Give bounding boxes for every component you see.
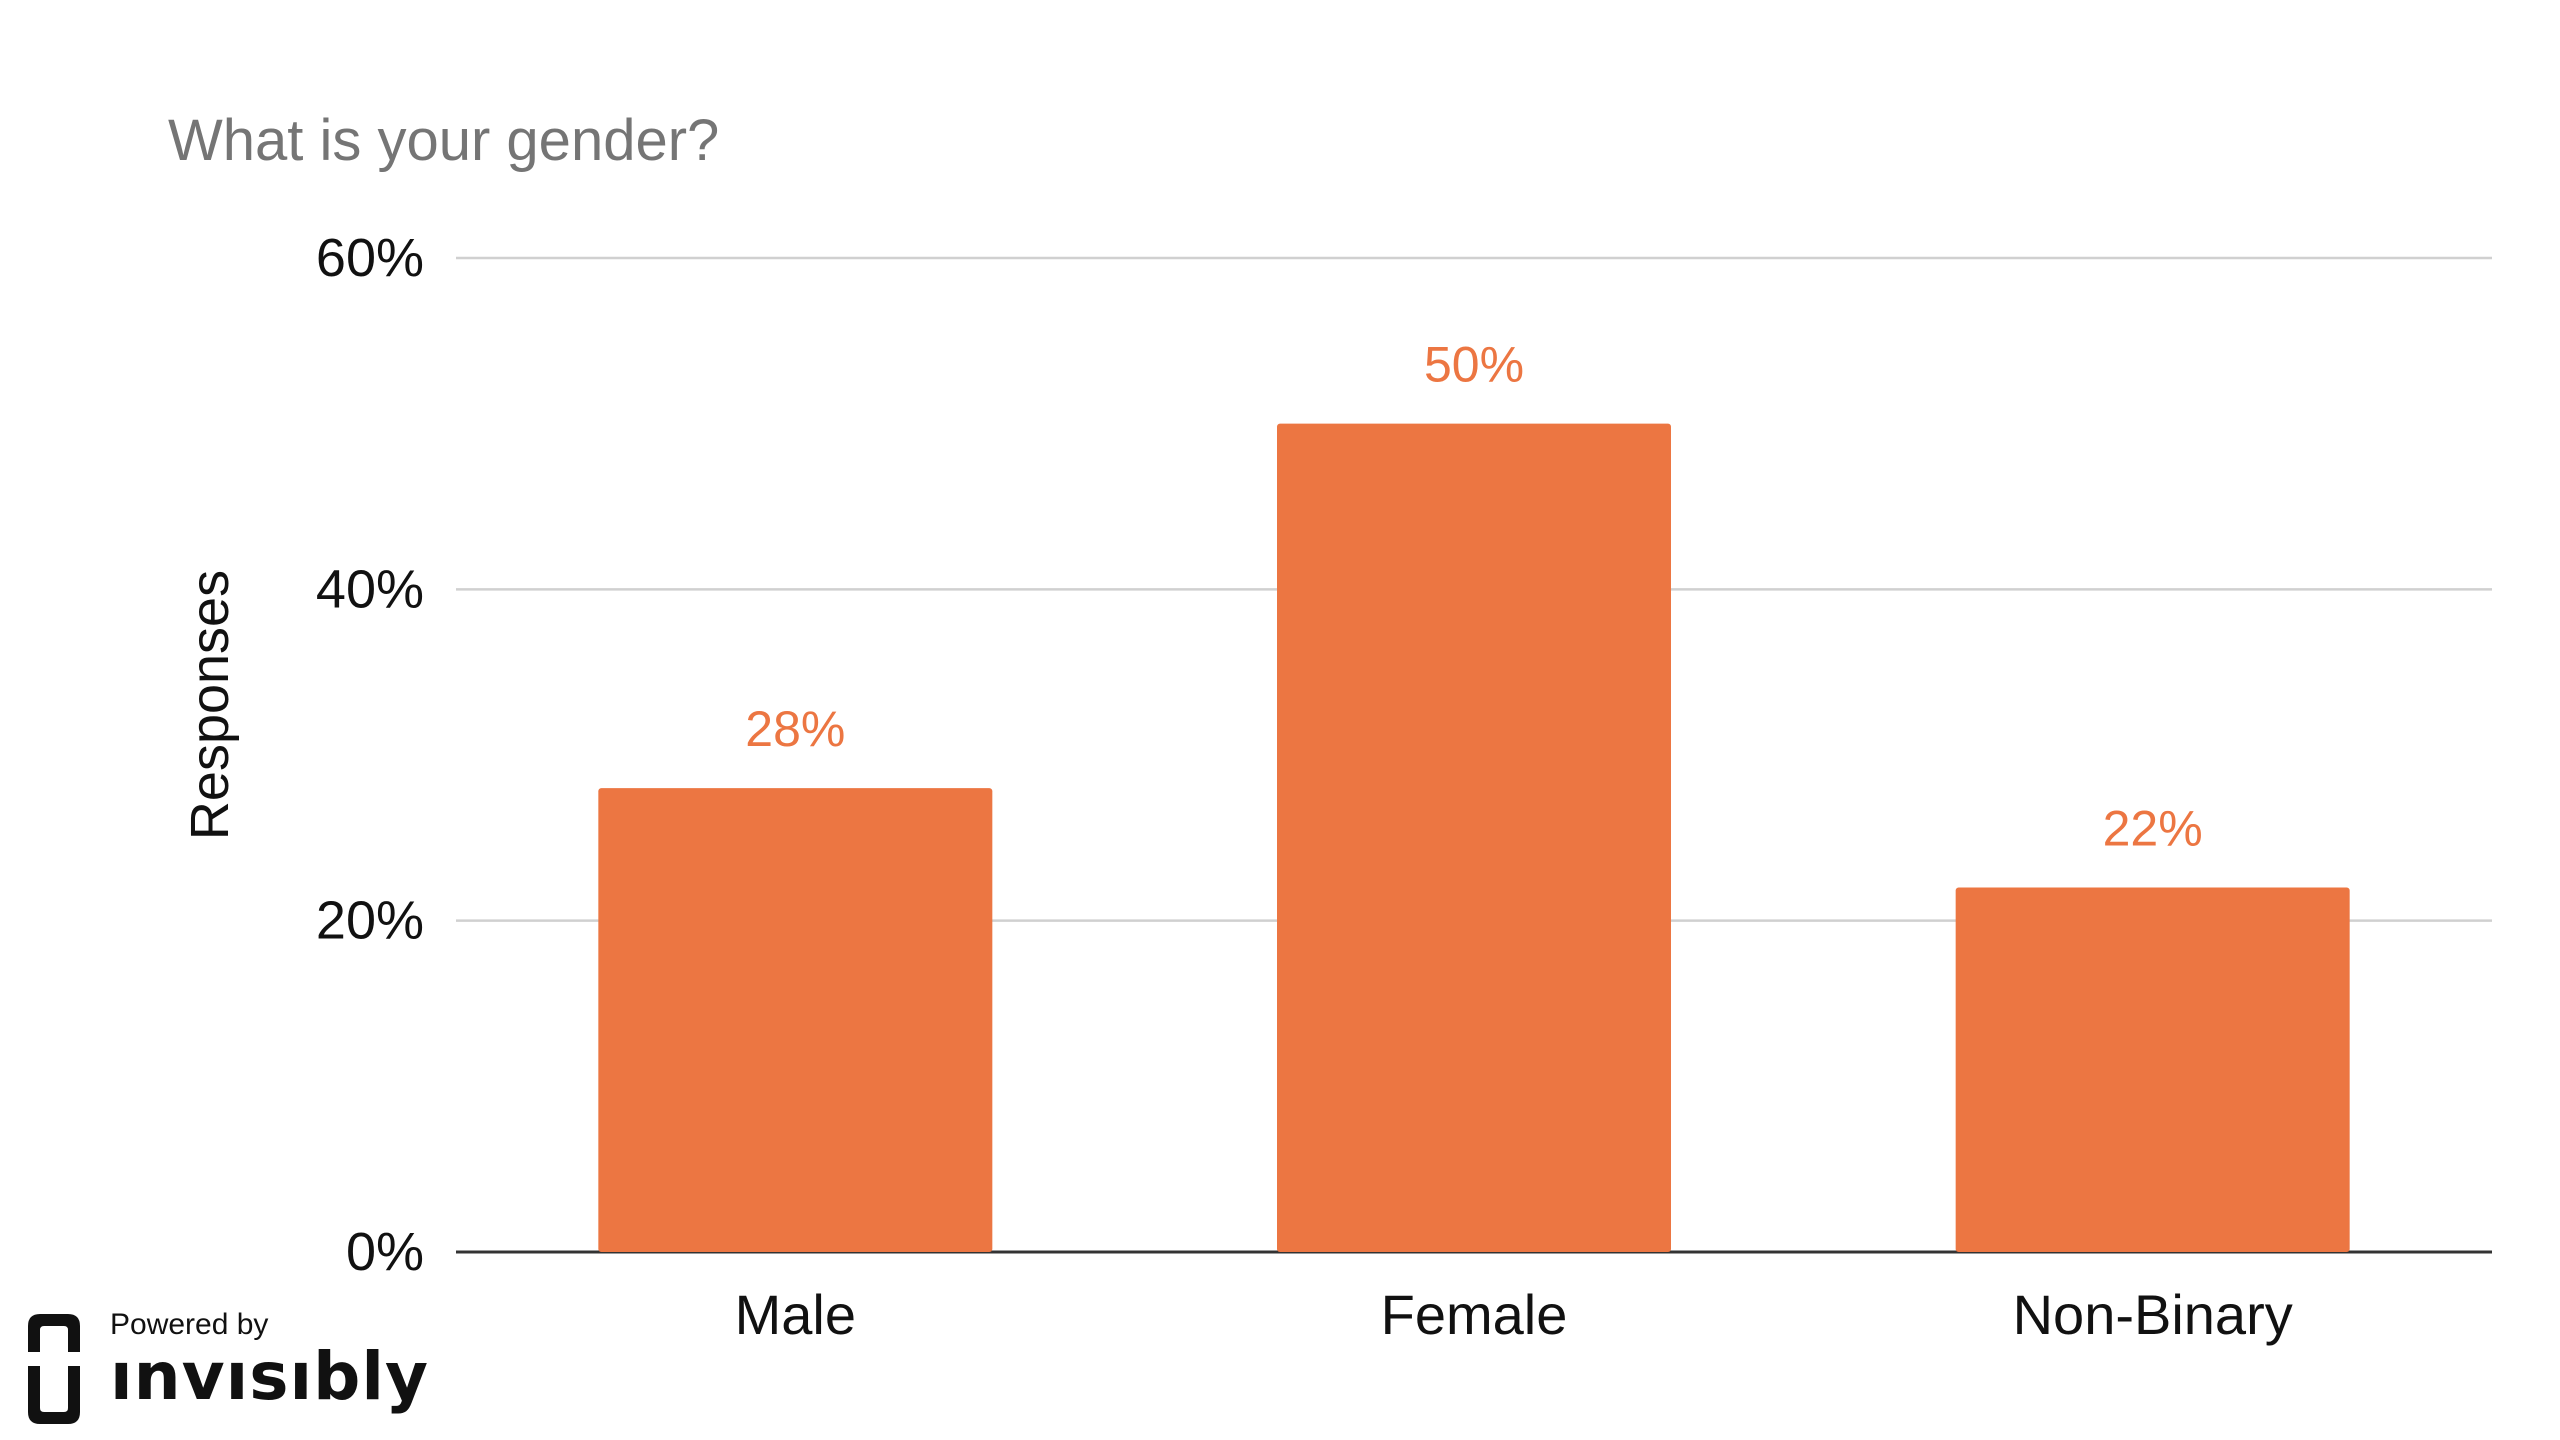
data-label: 50% (1424, 337, 1524, 393)
invisibly-logo-icon (28, 1314, 80, 1424)
y-tick-label: 40% (316, 559, 424, 619)
brand-name: ınvısıbly (110, 1338, 430, 1415)
x-tick-label: Male (735, 1283, 856, 1346)
y-axis-label: Responses (180, 570, 240, 840)
bar-female (1277, 423, 1671, 1253)
data-label: 28% (745, 701, 845, 757)
x-axis-ticks: Male Female Non-Binary (735, 1283, 2293, 1346)
x-tick-label: Female (1381, 1283, 1568, 1346)
y-axis-ticks: 0% 20% 40% 60% (316, 228, 424, 1282)
y-tick-label: 60% (316, 228, 424, 288)
data-labels: 28% 50% 22% (745, 337, 2202, 857)
x-tick-label: Non-Binary (2013, 1283, 2293, 1346)
data-label: 22% (2103, 801, 2203, 857)
powered-by-text: Powered by (110, 1308, 269, 1341)
y-tick-label: 20% (316, 891, 424, 951)
bar-non-binary (1955, 887, 2350, 1252)
y-tick-label: 0% (346, 1222, 424, 1282)
bars (598, 423, 2350, 1253)
powered-by-branding: Powered by ınvısıbly (28, 1302, 428, 1432)
bar-male (598, 788, 993, 1252)
chart-title: What is your gender? (168, 108, 719, 173)
